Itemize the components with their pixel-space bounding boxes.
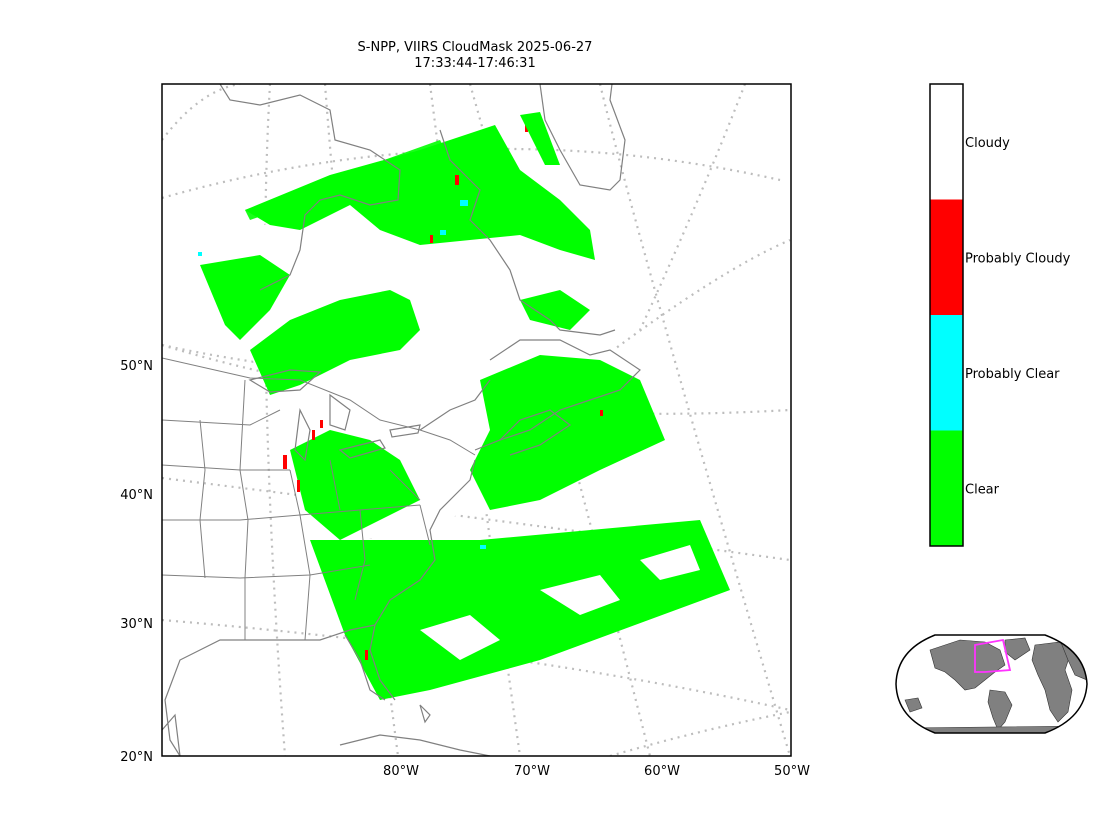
coast-cuba xyxy=(339,734,491,756)
graticule-lon-60 xyxy=(598,84,791,756)
st-lawrence-river xyxy=(419,379,491,431)
border-states-4 xyxy=(162,564,371,579)
lat-label-50: 50°N xyxy=(120,359,153,374)
lake-erie xyxy=(338,439,386,459)
lat-label-30: 30°N xyxy=(120,617,153,632)
coast-greenland xyxy=(539,84,626,191)
coast-nova-scotia xyxy=(499,409,572,456)
clear-patch-4 xyxy=(470,355,665,510)
lake-ontario xyxy=(389,424,421,438)
probably-clear-specks xyxy=(198,200,486,549)
border-states-8 xyxy=(419,504,431,546)
borders xyxy=(162,357,476,641)
graticule-lat-extra2 xyxy=(609,710,791,756)
plot-title-line2: 17:33:44-17:46:31 xyxy=(414,56,536,71)
coast-gulf-st-lawrence xyxy=(474,339,641,451)
cloudy-patch-3 xyxy=(640,545,700,580)
clear-patch-1 xyxy=(245,125,595,260)
lake-michigan xyxy=(294,407,311,462)
lon-label-60: 60°W xyxy=(644,764,680,779)
graticule-lon-55 xyxy=(639,84,747,331)
map-frame xyxy=(161,83,792,757)
lon-label-70: 70°W xyxy=(514,764,550,779)
border-states-7 xyxy=(354,509,366,601)
graticule-lon-90 xyxy=(162,84,241,141)
border-states-10 xyxy=(329,459,341,511)
map-area xyxy=(162,84,791,756)
swath-south xyxy=(310,520,730,700)
clear-patch-3 xyxy=(250,290,420,395)
cloudmask-swaths xyxy=(195,112,730,700)
coast-hudson-bay xyxy=(219,84,401,291)
coast-yucatan xyxy=(162,713,181,756)
border-states-2 xyxy=(162,464,290,471)
plot-title-line1: S-NPP, VIIRS CloudMask 2025-06-27 xyxy=(357,40,593,55)
plot-title: S-NPP, VIIRS CloudMask 2025-06-27 17:33:… xyxy=(300,40,650,72)
lon-label-80: 80°W xyxy=(383,764,419,779)
lat-label-40: 40°N xyxy=(120,488,153,503)
clear-patch-6 xyxy=(290,430,420,540)
coast-gulf xyxy=(164,624,376,756)
coast-labrador xyxy=(439,129,616,336)
swath-strip xyxy=(245,140,445,220)
border-states-9 xyxy=(199,419,206,579)
lake-huron xyxy=(329,393,351,431)
border-states-5 xyxy=(239,379,249,640)
swath-strip-top xyxy=(520,112,560,165)
cloudy-patch-2 xyxy=(420,615,500,660)
clear-patch-2 xyxy=(200,255,290,340)
cloudy-patch-1 xyxy=(540,575,620,615)
coast-bahamas xyxy=(419,704,431,724)
clear-patch-5 xyxy=(520,290,590,330)
lat-label-20: 20°N xyxy=(120,750,153,765)
coastlines xyxy=(162,84,641,756)
graticule-lat-extra xyxy=(599,238,791,361)
lon-label-50: 50°W xyxy=(774,764,810,779)
border-canada-us xyxy=(162,357,476,456)
lake-superior xyxy=(248,369,322,393)
border-states-11 xyxy=(389,469,421,501)
border-states-6 xyxy=(289,469,311,641)
graticule-lat-30 xyxy=(162,618,791,712)
coast-east-us xyxy=(369,459,476,701)
border-states-1 xyxy=(162,409,281,426)
coast-florida xyxy=(344,634,386,701)
